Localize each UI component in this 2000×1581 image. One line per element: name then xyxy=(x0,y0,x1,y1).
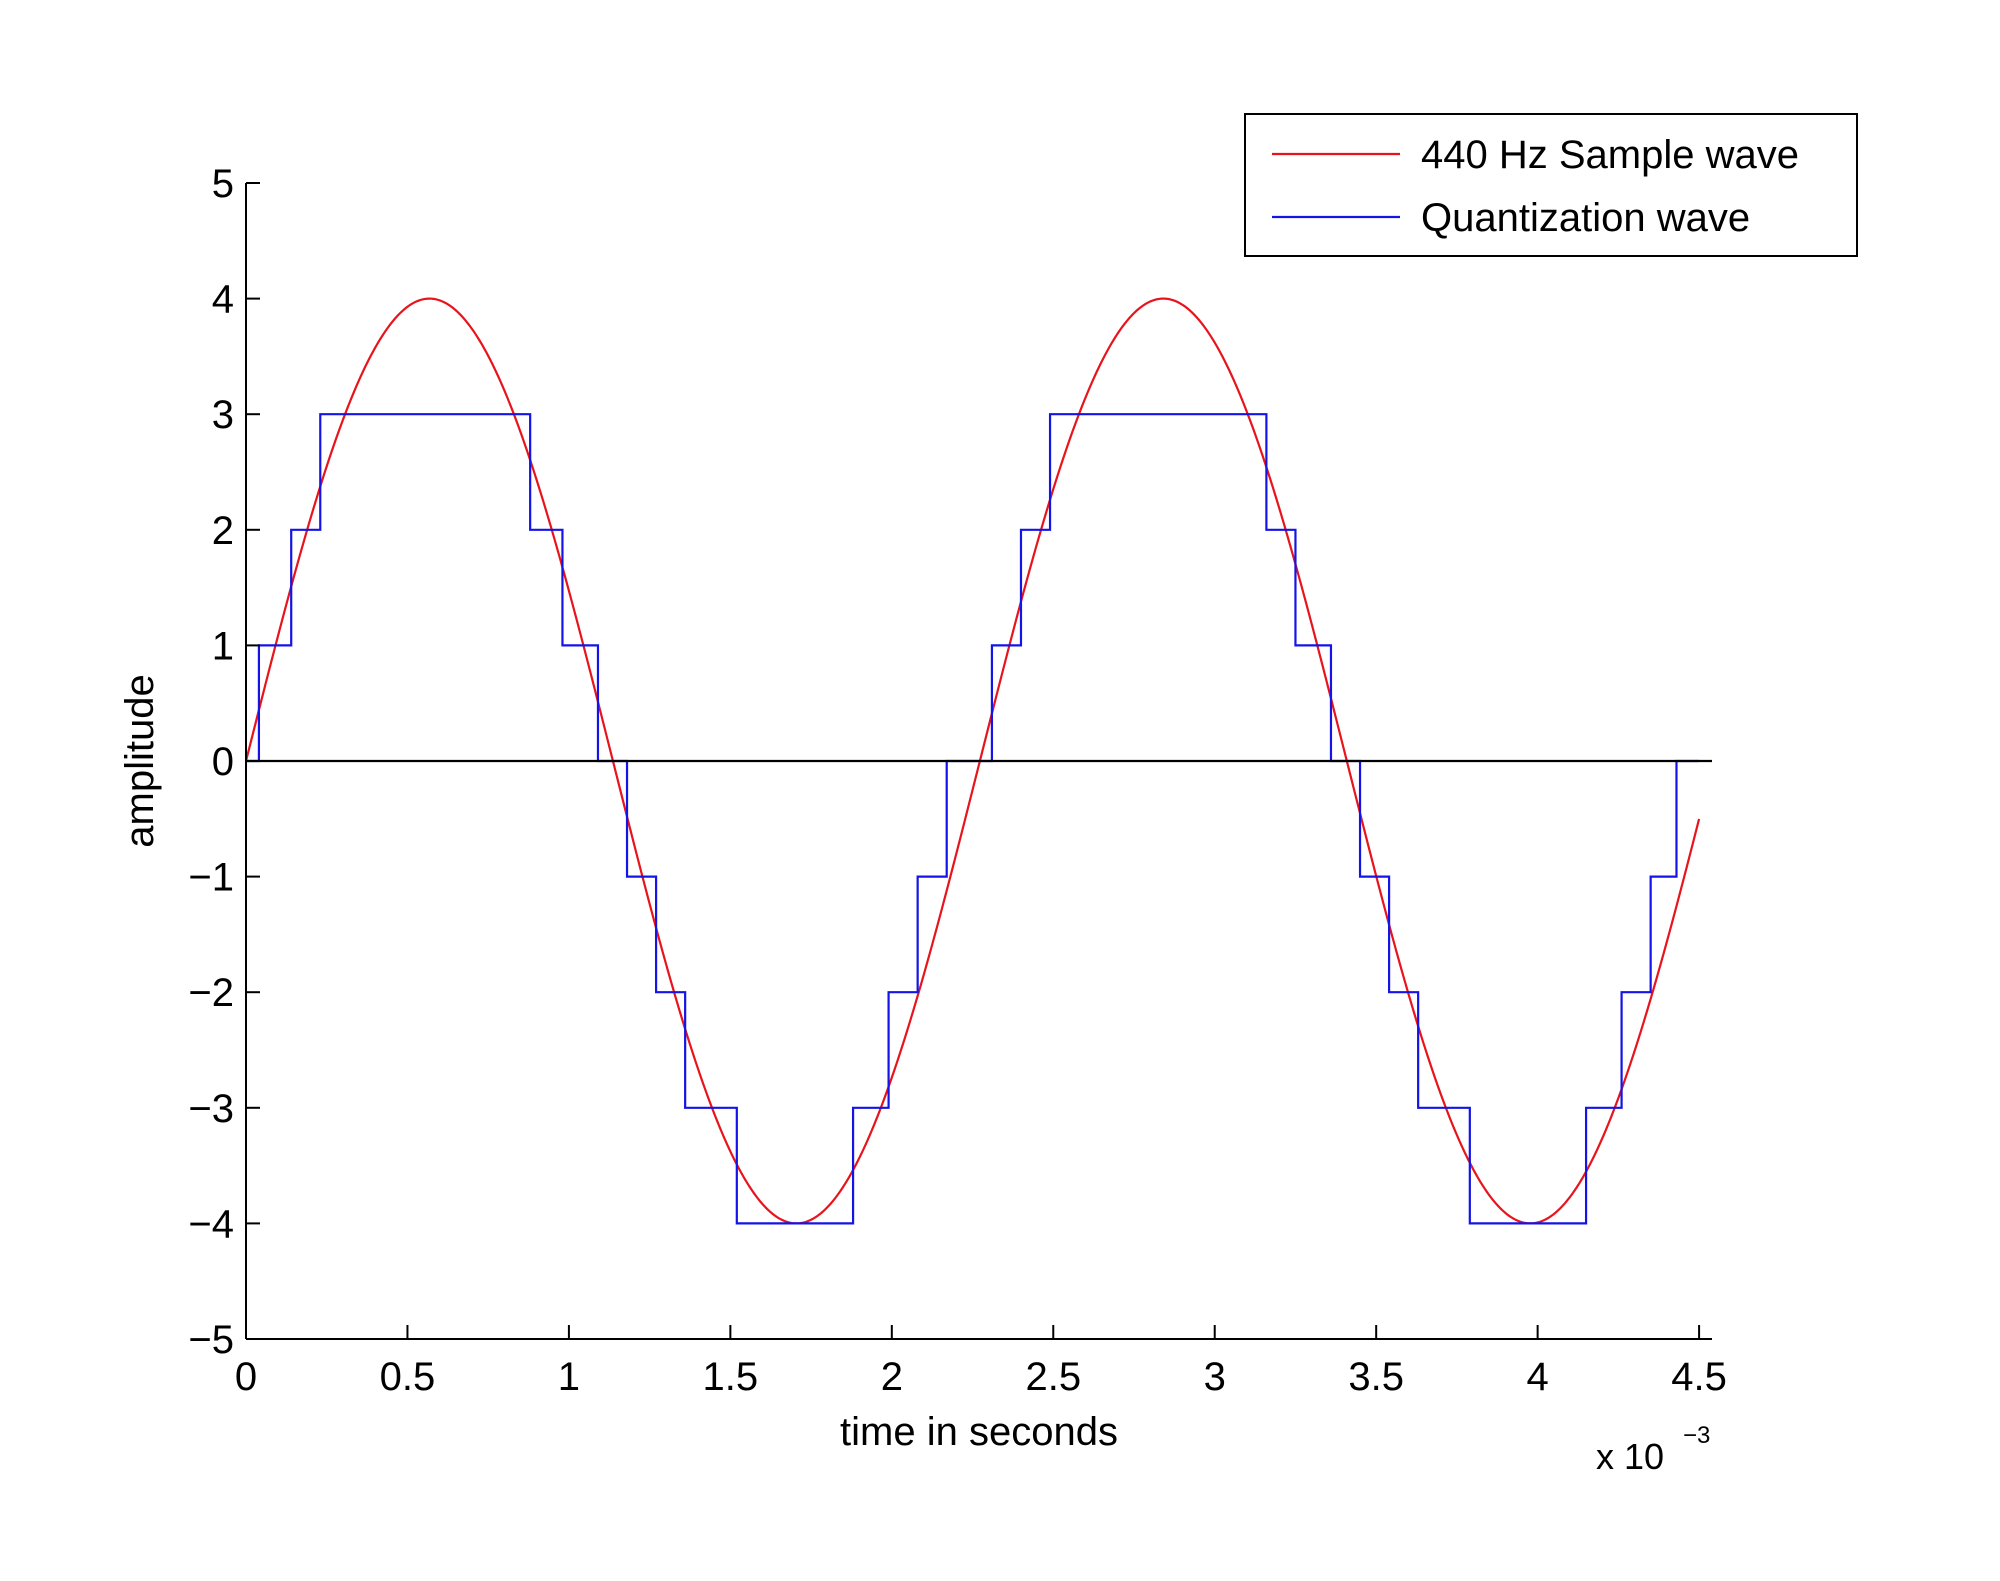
y-tick-label: −1 xyxy=(188,856,234,900)
legend: 440 Hz Sample wave Quantization wave xyxy=(1244,113,1858,257)
x-tick-label: 0.5 xyxy=(380,1355,436,1399)
x-multiplier-label: x 10 xyxy=(1596,1436,1664,1477)
x-tick-label: 0 xyxy=(235,1355,257,1399)
legend-label-sample-wave: 440 Hz Sample wave xyxy=(1421,133,1799,177)
y-axis-title: amplitude xyxy=(118,674,162,847)
legend-label-quantization-wave: Quantization wave xyxy=(1421,196,1750,240)
y-tick-label: 2 xyxy=(212,509,234,553)
y-tick-label: 0 xyxy=(212,740,234,784)
y-tick-label: 4 xyxy=(212,278,234,322)
series-line-sample-wave xyxy=(244,297,1701,1225)
x-tick-label: 4.5 xyxy=(1671,1355,1727,1399)
x-tick-label: 1 xyxy=(558,1355,580,1399)
y-tick-label: −5 xyxy=(188,1318,234,1362)
legend-box xyxy=(1244,113,1858,257)
x-multiplier-exponent: −3 xyxy=(1683,1422,1710,1449)
x-tick-label: 2.5 xyxy=(1025,1355,1081,1399)
x-tick-label: 4 xyxy=(1527,1355,1549,1399)
x-tick-label: 2 xyxy=(881,1355,903,1399)
x-tick-label: 3.5 xyxy=(1348,1355,1404,1399)
y-tick-label: −4 xyxy=(188,1202,234,1246)
x-tick-label: 3 xyxy=(1204,1355,1226,1399)
x-axis-title: time in seconds xyxy=(840,1410,1118,1454)
y-tick-label: −3 xyxy=(188,1087,234,1131)
y-tick-label: −2 xyxy=(188,971,234,1015)
y-tick-label: 1 xyxy=(212,624,234,668)
x-tick-label: 1.5 xyxy=(703,1355,759,1399)
axes-layer: 0 0.5 1 1.5 2 2.5 3 3.5 4 4.5 5 4 3 2 1 0 −1 −2 −3 −4 −5 xyxy=(188,162,1726,1399)
y-tick-label: 3 xyxy=(212,393,234,437)
y-tick-label: 5 xyxy=(212,162,234,206)
